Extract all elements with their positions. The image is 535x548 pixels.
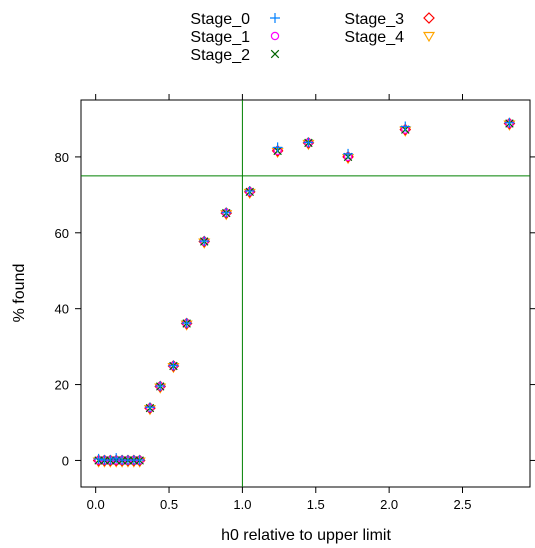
point-stage_0 — [105, 455, 116, 466]
point-stage_0 — [272, 142, 283, 153]
point-stage_0 — [111, 453, 122, 464]
x-tick-label: 0.0 — [87, 497, 105, 512]
y-tick-label: 20 — [55, 378, 69, 393]
data-points — [92, 117, 516, 468]
legend-marker-stage_4 — [422, 31, 436, 43]
point-stage_0 — [93, 453, 104, 464]
x-tick-label: 0.5 — [160, 497, 178, 512]
x-axis-label: h0 relative to upper limit — [221, 527, 391, 544]
x-tick-label: 1.0 — [233, 497, 251, 512]
legend-marker-stage_3 — [423, 12, 435, 24]
x-tick-label: 1.5 — [307, 497, 325, 512]
y-axis-label: % found — [11, 264, 28, 323]
point-stage_0 — [221, 207, 232, 218]
legend-label: Stage_3 — [344, 11, 404, 28]
point-stage_0 — [343, 148, 354, 159]
y-tick-label: 60 — [55, 226, 69, 241]
plot-frame — [80, 99, 531, 488]
legend-label: Stage_2 — [190, 47, 250, 64]
point-stage_0 — [134, 455, 145, 466]
y-tick-label: 80 — [55, 150, 69, 165]
reference-lines — [81, 100, 530, 487]
point-stage_0 — [144, 402, 155, 413]
x-tick-label: 2.5 — [453, 497, 471, 512]
y-tick-label: 40 — [55, 302, 69, 317]
legend-marker-stage_1 — [270, 31, 280, 41]
y-tick-label: 0 — [62, 453, 69, 468]
point-stage_0 — [168, 360, 179, 371]
legend-marker-stage_2 — [270, 49, 280, 59]
point-stage_0 — [199, 236, 210, 247]
legend-label: Stage_1 — [190, 29, 250, 46]
legend-marker-stage_0 — [270, 13, 280, 23]
point-stage_0 — [400, 121, 411, 132]
point-stage_0 — [181, 318, 192, 329]
point-stage_0 — [244, 186, 255, 197]
point-stage_0 — [303, 137, 314, 148]
point-stage_0 — [155, 381, 166, 392]
x-tick-label: 2.0 — [380, 497, 398, 512]
point-stage_0 — [504, 117, 515, 128]
axis-ticks: 0.0 0.5 1.0 1.5 2.0 2.5 0 20 40 60 80 — [55, 94, 535, 512]
legend-label: Stage_0 — [190, 11, 250, 28]
legend-label: Stage_4 — [344, 29, 404, 46]
